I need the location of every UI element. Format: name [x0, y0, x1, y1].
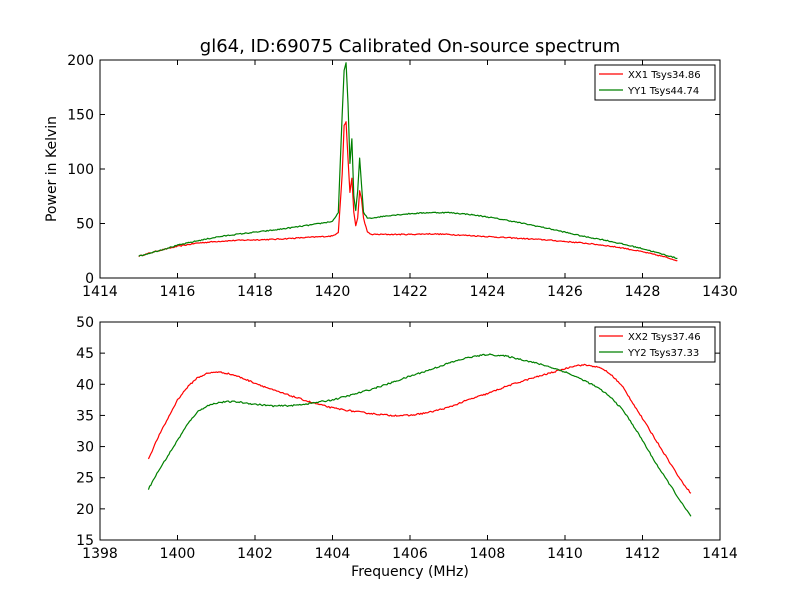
bottom-legend-label-yy2: YY2 Tsys37.33	[627, 348, 699, 359]
y-tick-label: 50	[76, 315, 94, 331]
top-legend: XX1 Tsys34.86 YY1 Tsys44.74	[594, 64, 716, 101]
series-line-yy2	[147, 353, 692, 517]
top-series-lines	[138, 62, 678, 262]
y-tick-label: 35	[76, 408, 94, 424]
bottom-legend-box	[594, 326, 716, 363]
top-spectrum-panel: gl64, ID:69075 Calibrated On-source spec…	[44, 36, 738, 300]
bottom-ticks: 1398 1400 1402 1404 1406 1408 1410 1412 1414 15 20…	[76, 315, 738, 562]
y-tick-label: 45	[76, 346, 94, 362]
y-tick-label: 50	[76, 217, 94, 233]
x-tick-label: 1412	[625, 546, 661, 562]
x-tick-label: 1414	[702, 546, 738, 562]
series-line-xx1	[138, 121, 678, 262]
x-tick-label: 1418	[237, 284, 273, 300]
y-tick-label: 40	[76, 377, 94, 393]
chart-title: gl64, ID:69075 Calibrated On-source spec…	[200, 36, 620, 57]
x-tick-label: 1424	[470, 284, 506, 300]
x-tick-label: 1404	[315, 546, 351, 562]
top-legend-box	[594, 64, 716, 101]
y-tick-label: 30	[76, 440, 94, 456]
y-tick-label: 150	[67, 108, 94, 124]
x-tick-label: 1414	[82, 284, 118, 300]
x-tick-label: 1428	[625, 284, 661, 300]
x-tick-label: 1406	[392, 546, 428, 562]
y-tick-label: 15	[76, 533, 94, 549]
series-line-yy1	[138, 62, 678, 260]
y-tick-label: 100	[67, 162, 94, 178]
x-tick-label: 1402	[237, 546, 273, 562]
top-ticks: 1414 1416 1418 1420 1422 1424 1426 1428 1430 0 50 1…	[67, 53, 738, 300]
x-tick-label: 1426	[547, 284, 583, 300]
bottom-plot-frame	[99, 321, 721, 541]
x-tick-label: 1398	[82, 546, 118, 562]
y-tick-label: 0	[85, 271, 94, 287]
top-ylabel: Power in Kelvin	[44, 116, 60, 222]
y-tick-label: 20	[76, 502, 94, 518]
top-legend-label-xx1: XX1 Tsys34.86	[628, 70, 701, 81]
top-legend-label-yy1: YY1 Tsys44.74	[627, 86, 699, 97]
x-tick-label: 1430	[702, 284, 738, 300]
y-tick-label: 25	[76, 471, 94, 487]
bottom-legend: XX2 Tsys37.46 YY2 Tsys37.33	[594, 326, 716, 363]
bottom-spectrum-panel: Frequency (MHz) 1398 1400 1402 1404 1406 1408…	[76, 315, 738, 580]
x-tick-label: 1420	[315, 284, 351, 300]
bottom-series-lines	[147, 353, 692, 517]
x-tick-label: 1400	[160, 546, 196, 562]
top-plot-frame	[99, 59, 721, 279]
bottom-xlabel: Frequency (MHz)	[351, 564, 469, 580]
x-tick-label: 1422	[392, 284, 428, 300]
series-line-xx2	[147, 363, 692, 494]
x-tick-label: 1416	[160, 284, 196, 300]
bottom-legend-label-xx2: XX2 Tsys37.46	[628, 332, 701, 343]
x-tick-label: 1408	[470, 546, 506, 562]
y-tick-label: 200	[67, 53, 94, 69]
x-tick-label: 1410	[547, 546, 583, 562]
